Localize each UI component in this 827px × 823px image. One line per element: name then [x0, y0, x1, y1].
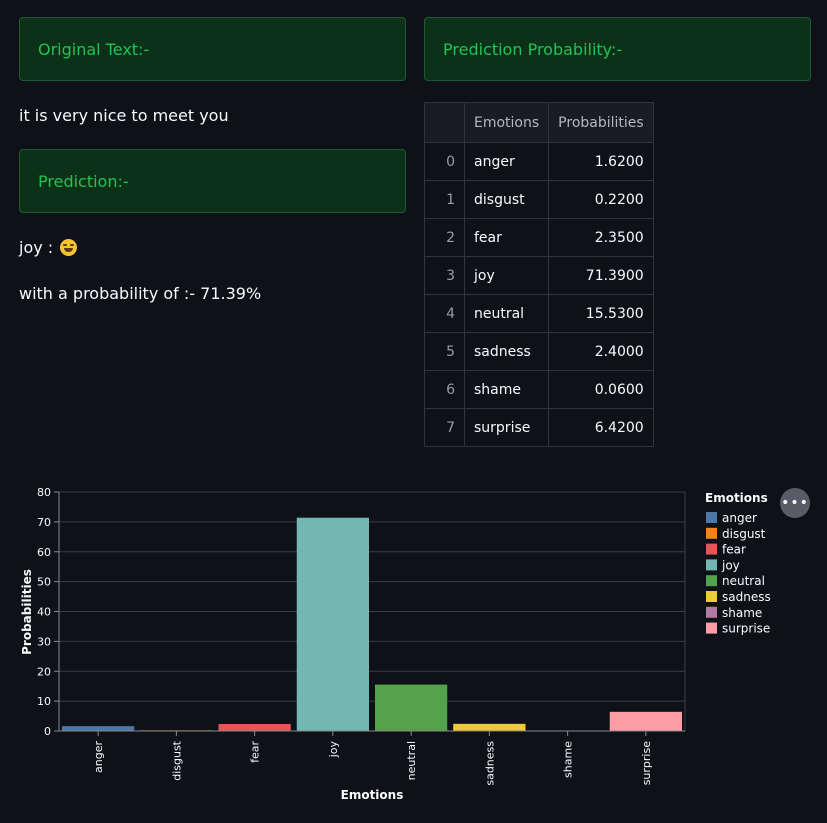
legend-label: shame [722, 606, 762, 620]
probability-cell[interactable]: 2.4000 [548, 332, 654, 371]
y-tick-label: 50 [37, 576, 51, 589]
table-row[interactable]: 7 surprise 6.4200 [424, 408, 654, 447]
y-tick-label: 70 [37, 516, 51, 529]
original-text-value: it is very nice to meet you [19, 106, 229, 125]
x-axis-ticks: anger disgust fear joy neutral sadness shame su… [92, 731, 653, 786]
legend-swatch [706, 543, 717, 555]
bar-neutral [375, 684, 448, 731]
x-tick-label: neutral [405, 741, 418, 780]
x-tick-label: anger [92, 741, 105, 773]
probability-table[interactable]: Emotions Probabilities 0 anger 1.6200 1 disg… [424, 102, 654, 447]
joy-face-icon [60, 239, 78, 256]
legend-label: sadness [722, 590, 771, 604]
legend-swatch [706, 559, 717, 571]
y-axis-title: Probabilities [20, 569, 34, 655]
probability-cell[interactable]: 0.2200 [548, 180, 654, 219]
more-options-button[interactable]: ••• [780, 488, 810, 518]
y-tick-label: 0 [44, 725, 51, 738]
row-index: 3 [424, 256, 465, 295]
column-header-probabilities[interactable]: Probabilities [548, 102, 654, 143]
table-header-row: Emotions Probabilities [424, 102, 654, 143]
prediction-header-label: Prediction:- [38, 171, 129, 191]
legend-label: anger [722, 511, 757, 525]
row-index: 0 [424, 142, 465, 181]
x-tick-label: joy [327, 741, 340, 759]
prediction-header: Prediction:- [19, 149, 406, 213]
legend-swatch [706, 527, 717, 539]
table-row[interactable]: 0 anger 1.6200 [424, 142, 654, 181]
row-index: 5 [424, 332, 465, 371]
column-header-emotions[interactable]: Emotions [463, 102, 550, 143]
row-index: 6 [424, 370, 465, 409]
legend-swatch [706, 606, 717, 618]
table-row[interactable]: 3 joy 71.3900 [424, 256, 654, 295]
bar-anger [62, 726, 135, 731]
emotion-cell[interactable]: joy [463, 256, 550, 295]
probability-cell[interactable]: 15.5300 [548, 294, 654, 333]
original-text-header: Original Text:- [19, 17, 406, 81]
bar-surprise [609, 711, 682, 731]
probability-cell[interactable]: 2.3500 [548, 218, 654, 257]
chart-bars [62, 517, 682, 731]
probability-cell[interactable]: 1.6200 [548, 142, 654, 181]
x-tick-label: disgust [170, 740, 183, 780]
row-index: 7 [424, 408, 465, 447]
legend-label: surprise [722, 622, 770, 636]
x-tick-label: surprise [640, 741, 653, 786]
legend-swatch [706, 575, 717, 587]
y-tick-label: 10 [37, 695, 51, 708]
x-axis-title: Emotions [341, 788, 404, 802]
emotion-cell[interactable]: surprise [463, 408, 550, 447]
prediction-probability-header-label: Prediction Probability:- [443, 39, 623, 59]
emotion-cell[interactable]: shame [463, 370, 550, 409]
bar-joy [296, 517, 369, 731]
legend-swatch [706, 591, 717, 602]
y-axis-ticks: 0 10 20 30 40 50 60 70 80 [37, 486, 59, 738]
original-text-header-label: Original Text:- [38, 39, 150, 59]
emotion-cell[interactable]: disgust [463, 180, 550, 219]
legend-label: neutral [722, 574, 765, 588]
probability-cell[interactable]: 6.4200 [548, 408, 654, 447]
y-tick-label: 80 [37, 486, 51, 499]
probability-cell[interactable]: 71.3900 [548, 256, 654, 295]
y-tick-label: 60 [37, 546, 51, 559]
y-tick-label: 20 [37, 665, 51, 678]
index-header [424, 102, 465, 143]
emotion-cell[interactable]: sadness [463, 332, 550, 371]
chart-gridlines [59, 491, 686, 732]
row-index: 2 [424, 218, 465, 257]
y-tick-label: 40 [37, 606, 51, 619]
table-row[interactable]: 5 sadness 2.4000 [424, 332, 654, 371]
legend-label: fear [722, 543, 746, 557]
prediction-probability-header: Prediction Probability:- [424, 17, 811, 81]
table-row[interactable]: 4 neutral 15.5300 [424, 294, 654, 333]
more-horizontal-icon: ••• [781, 495, 809, 511]
legend-label: disgust [722, 527, 766, 541]
prediction-result: joy : [19, 238, 78, 257]
row-index: 1 [424, 180, 465, 219]
y-tick-label: 30 [37, 635, 51, 648]
bar-fear [218, 723, 291, 731]
x-tick-label: shame [562, 741, 575, 778]
x-tick-label: fear [249, 741, 262, 763]
row-index: 4 [424, 294, 465, 333]
legend-swatch [706, 512, 717, 523]
legend-swatch [706, 622, 717, 634]
probability-text: with a probability of :- 71.39% [19, 284, 262, 303]
emotion-cell[interactable]: fear [463, 218, 550, 257]
prediction-label: joy : [19, 238, 54, 257]
bar-sadness [453, 723, 526, 731]
legend-label: joy [721, 558, 740, 572]
legend-title: Emotions [705, 491, 768, 505]
table-row[interactable]: 2 fear 2.3500 [424, 218, 654, 257]
table-row[interactable]: 6 shame 0.0600 [424, 370, 654, 409]
emotion-cell[interactable]: anger [463, 142, 550, 181]
x-tick-label: sadness [483, 741, 496, 786]
emotion-cell[interactable]: neutral [463, 294, 550, 333]
table-row[interactable]: 1 disgust 0.2200 [424, 180, 654, 219]
probability-cell[interactable]: 0.0600 [548, 370, 654, 409]
